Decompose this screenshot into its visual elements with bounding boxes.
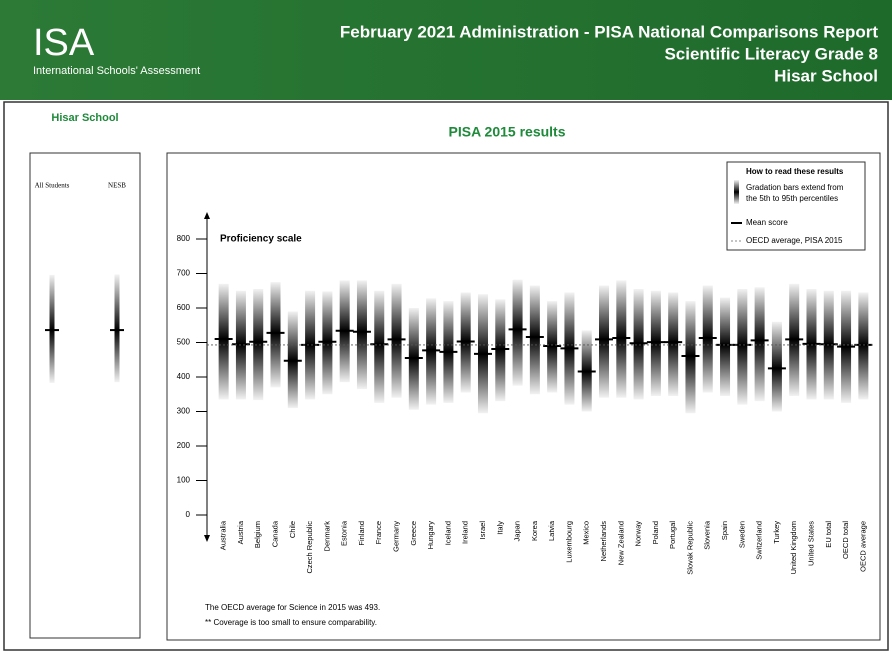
gradation-bar bbox=[374, 290, 385, 403]
gradation-bar bbox=[720, 297, 731, 396]
gradation-bar bbox=[495, 299, 506, 402]
x-tick-label: Iceland bbox=[443, 521, 452, 545]
logo-subtitle: International Schools' Assessment bbox=[33, 65, 200, 77]
gradation-bar bbox=[270, 282, 281, 388]
x-tick-label: EU total bbox=[824, 521, 833, 548]
y-tick-label: 700 bbox=[177, 269, 191, 278]
x-tick-label: Ireland bbox=[461, 521, 470, 544]
report-subtitle: Scientific Literacy Grade 8 bbox=[664, 44, 878, 63]
x-tick-label: New Zealand bbox=[616, 521, 625, 565]
x-tick-label: France bbox=[374, 521, 383, 544]
note: ** Coverage is too small to ensure compa… bbox=[205, 618, 377, 627]
x-tick-label: Japan bbox=[513, 521, 522, 541]
header-band bbox=[0, 0, 892, 100]
y-tick-label: 0 bbox=[186, 510, 191, 519]
y-tick-label: 500 bbox=[177, 338, 191, 347]
group-label: All Students bbox=[35, 182, 70, 190]
report-title: February 2021 Administration - PISA Nati… bbox=[340, 22, 878, 41]
x-tick-label: Sweden bbox=[737, 521, 746, 548]
group-label: NESB bbox=[108, 182, 126, 190]
frame bbox=[3, 101, 889, 651]
gradation-bar bbox=[599, 285, 610, 398]
gradation-bar bbox=[771, 321, 782, 412]
x-tick-label: Mexico bbox=[582, 521, 591, 545]
x-tick-label: Portugal bbox=[668, 521, 677, 549]
x-tick-label: Turkey bbox=[772, 521, 781, 544]
school-label: Hisar School bbox=[51, 112, 118, 124]
legend-gradation: Gradation bars extend from the 5th to 95t… bbox=[746, 183, 844, 203]
x-tick-label: Canada bbox=[270, 520, 279, 547]
legend-title: How to read these results bbox=[746, 167, 844, 176]
x-tick-label: Greece bbox=[409, 521, 418, 546]
x-tick-label: Denmark bbox=[322, 521, 331, 552]
y-tick-label: 800 bbox=[177, 234, 191, 243]
legend-oecd: OECD average, PISA 2015 bbox=[746, 236, 843, 245]
x-tick-label: OECD total bbox=[841, 521, 850, 559]
gradation-bar bbox=[512, 279, 523, 386]
gradation-bar bbox=[322, 291, 333, 395]
x-tick-label: Hungary bbox=[426, 521, 435, 550]
gradation-bar bbox=[218, 283, 229, 400]
legend bbox=[726, 161, 866, 251]
left-panel bbox=[29, 152, 141, 639]
note: The OECD average for Science in 2015 was… bbox=[205, 603, 380, 612]
gradation-bar bbox=[650, 290, 661, 396]
gradation-bar bbox=[287, 311, 298, 409]
gradation-bar bbox=[668, 292, 679, 396]
right-panel bbox=[166, 152, 881, 641]
x-tick-label: Slovenia bbox=[703, 520, 712, 550]
x-tick-label: Estonia bbox=[340, 520, 349, 546]
x-tick-label: United States bbox=[806, 521, 815, 566]
x-tick-label: Slovak Republic bbox=[685, 521, 694, 575]
x-tick-label: Italy bbox=[495, 521, 504, 535]
x-tick-label: Australia bbox=[219, 520, 228, 550]
gradation-bar bbox=[391, 283, 402, 398]
x-tick-label: Czech Republic bbox=[305, 521, 314, 574]
x-tick-label: Belgium bbox=[253, 521, 262, 548]
x-tick-label: Latvia bbox=[547, 520, 556, 541]
gradation-bar bbox=[702, 285, 713, 393]
logo: ISA bbox=[33, 22, 95, 64]
legend-mean: Mean score bbox=[746, 218, 788, 227]
x-tick-label: Chile bbox=[288, 521, 297, 538]
legend-gradation-swatch bbox=[734, 180, 739, 204]
chart-title: PISA 2015 results bbox=[449, 124, 566, 140]
x-tick-label: Norway bbox=[634, 521, 643, 547]
gradation-bar bbox=[529, 285, 540, 395]
gradation-bar bbox=[114, 274, 120, 383]
x-tick-label: Luxembourg bbox=[564, 521, 573, 563]
x-tick-label: Poland bbox=[651, 521, 660, 544]
gradation-bar bbox=[49, 274, 55, 383]
gradation-bar bbox=[426, 298, 437, 405]
gradation-bar bbox=[460, 292, 471, 393]
x-tick-label: Finland bbox=[357, 521, 366, 546]
x-tick-label: Switzerland bbox=[755, 521, 764, 560]
gradation-bar bbox=[754, 287, 765, 402]
gradation-bar bbox=[356, 280, 367, 390]
gradation-bar bbox=[685, 301, 696, 414]
y-tick-label: 300 bbox=[177, 407, 191, 416]
y-tick-label: 100 bbox=[177, 476, 191, 485]
x-tick-label: OECD average bbox=[858, 521, 867, 572]
x-tick-label: Austria bbox=[236, 520, 245, 544]
gradation-bar bbox=[858, 292, 869, 400]
school-name: Hisar School bbox=[774, 66, 878, 85]
x-tick-label: Spain bbox=[720, 521, 729, 540]
x-tick-label: United Kingdom bbox=[789, 521, 798, 574]
x-tick-label: Netherlands bbox=[599, 521, 608, 562]
gradation-bar bbox=[253, 289, 264, 401]
y-tick-label: 400 bbox=[177, 372, 191, 381]
x-tick-label: Germany bbox=[392, 521, 401, 552]
y-tick-label: 200 bbox=[177, 441, 191, 450]
x-tick-label: Korea bbox=[530, 520, 539, 541]
gradation-bar bbox=[633, 289, 644, 400]
y-tick-label: 600 bbox=[177, 303, 191, 312]
gradation-bar bbox=[616, 280, 627, 398]
y-label: Proficiency scale bbox=[220, 234, 302, 245]
x-tick-label: Israel bbox=[478, 521, 487, 540]
gradation-bar bbox=[737, 289, 748, 405]
